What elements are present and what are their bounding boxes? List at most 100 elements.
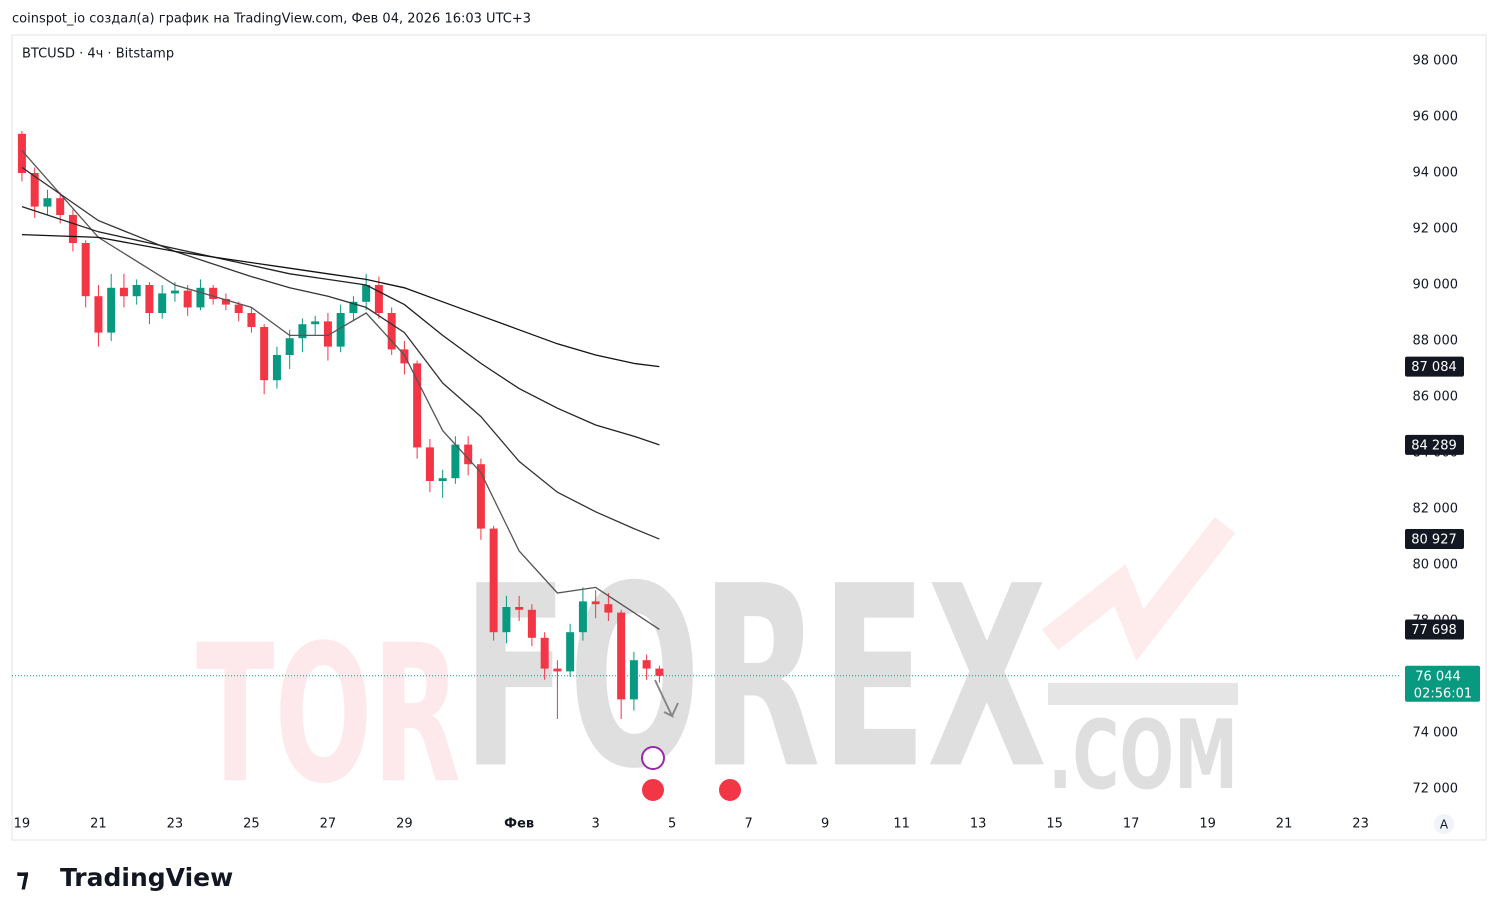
candle-body [298, 324, 307, 339]
moving-average [21, 205, 660, 446]
candle-body [413, 363, 422, 448]
candle-body [604, 604, 613, 613]
x-tick-label: 11 [893, 817, 910, 832]
chart-frame [11, 34, 1487, 841]
x-tick-label: 21 [90, 817, 107, 832]
candle-body [578, 601, 587, 633]
price-marker-label: 77 698 [1411, 623, 1457, 638]
candle-body [349, 301, 358, 314]
header: coinspot_io создал(а) график на TradingV… [12, 12, 531, 27]
x-tick-label: 15 [1046, 817, 1063, 832]
x-tick-label: 9 [821, 817, 829, 832]
candle-body [502, 606, 511, 633]
moving-average [21, 166, 660, 540]
price-marker [1405, 529, 1464, 550]
x-tick-label: 27 [320, 817, 337, 832]
candle-body [132, 285, 141, 297]
price-marker [1405, 434, 1464, 455]
candle-body [68, 215, 77, 244]
x-tick-label: Фев [504, 817, 534, 832]
candle-body [272, 355, 281, 381]
candle-body [489, 528, 498, 633]
x-tick-label: 17 [1123, 817, 1140, 832]
y-tick-label: 88 000 [1413, 334, 1459, 349]
event-icon[interactable] [640, 777, 666, 803]
y-tick-label: 90 000 [1413, 278, 1459, 293]
logo-mark: ⁊ [16, 864, 29, 894]
candle-body [527, 609, 536, 638]
candle-body [438, 478, 447, 481]
scale-button[interactable] [1434, 814, 1454, 834]
watermark-arrow [1041, 517, 1236, 661]
candle-body [145, 285, 154, 314]
x-tick-label: 29 [396, 817, 413, 832]
candle-body [387, 313, 396, 350]
candle-body [260, 327, 269, 381]
x-tick-label: 23 [167, 817, 184, 832]
candle-body [107, 287, 116, 333]
last-price-label: 76 044 [1415, 669, 1461, 684]
arrow [671, 702, 679, 717]
y-tick-label: 98 000 [1413, 54, 1459, 69]
x-tick-label: 19 [14, 817, 31, 832]
candle-body [247, 313, 256, 328]
candle-body [591, 601, 600, 605]
candle-body [629, 660, 638, 700]
candle-body [209, 287, 218, 300]
candle-body [425, 447, 434, 481]
watermark-text: FOREX [462, 532, 1047, 823]
y-tick-label: 82 000 [1413, 501, 1459, 516]
watermark-text: .COM [1048, 701, 1238, 811]
event-icon[interactable] [641, 746, 665, 770]
y-tick-label: 72 000 [1413, 781, 1459, 796]
candle-body [81, 243, 90, 297]
candle-body [311, 321, 320, 325]
candle-body [540, 637, 549, 669]
candle-body [642, 660, 651, 669]
candle-body [43, 198, 52, 207]
last-price-marker [1405, 665, 1480, 702]
scale-button-label[interactable]: A [1440, 818, 1449, 832]
candle-body [553, 668, 562, 672]
candle-body [476, 464, 485, 529]
x-tick-label: 19 [1199, 817, 1216, 832]
event-icon[interactable] [717, 777, 743, 803]
candle-body [221, 299, 230, 305]
x-tick-label: 13 [970, 817, 987, 832]
x-tick-label: 5 [668, 817, 676, 832]
candle-body [17, 133, 26, 174]
watermark-text: TOR [196, 604, 461, 825]
countdown: 02:56:01 [1414, 686, 1472, 701]
candle-body [336, 313, 345, 347]
candle-body [158, 293, 167, 314]
candle-body [196, 287, 205, 308]
y-tick-label: 80 000 [1413, 557, 1459, 572]
candle-body [30, 173, 39, 207]
watermark: TOR FOREX .COM [196, 517, 1238, 825]
price-marker-label: 80 927 [1411, 533, 1457, 548]
candle-body [464, 444, 473, 465]
y-tick-label: 94 000 [1413, 166, 1459, 181]
y-tick-label: 92 000 [1413, 222, 1459, 237]
candle-body [374, 285, 383, 314]
chart-title: BTCUSD · 4ч · Bitstamp [22, 47, 174, 62]
x-tick-label: 23 [1352, 817, 1369, 832]
candle-body [515, 606, 524, 610]
watermark-bar [1048, 683, 1238, 705]
candle-body [617, 612, 626, 700]
price-marker-label: 87 084 [1411, 360, 1457, 375]
candle-body [323, 321, 332, 347]
candle-body [451, 444, 460, 479]
x-tick-label: 7 [744, 817, 752, 832]
footer-logo: TradingView [60, 863, 233, 892]
candle-body [183, 290, 192, 308]
candle-body [362, 285, 371, 302]
x-tick-label: 25 [243, 817, 260, 832]
price-marker-label: 84 289 [1411, 438, 1457, 453]
candle-body [170, 290, 179, 294]
price-marker [1405, 356, 1464, 377]
y-tick-label: 96 000 [1413, 110, 1459, 125]
